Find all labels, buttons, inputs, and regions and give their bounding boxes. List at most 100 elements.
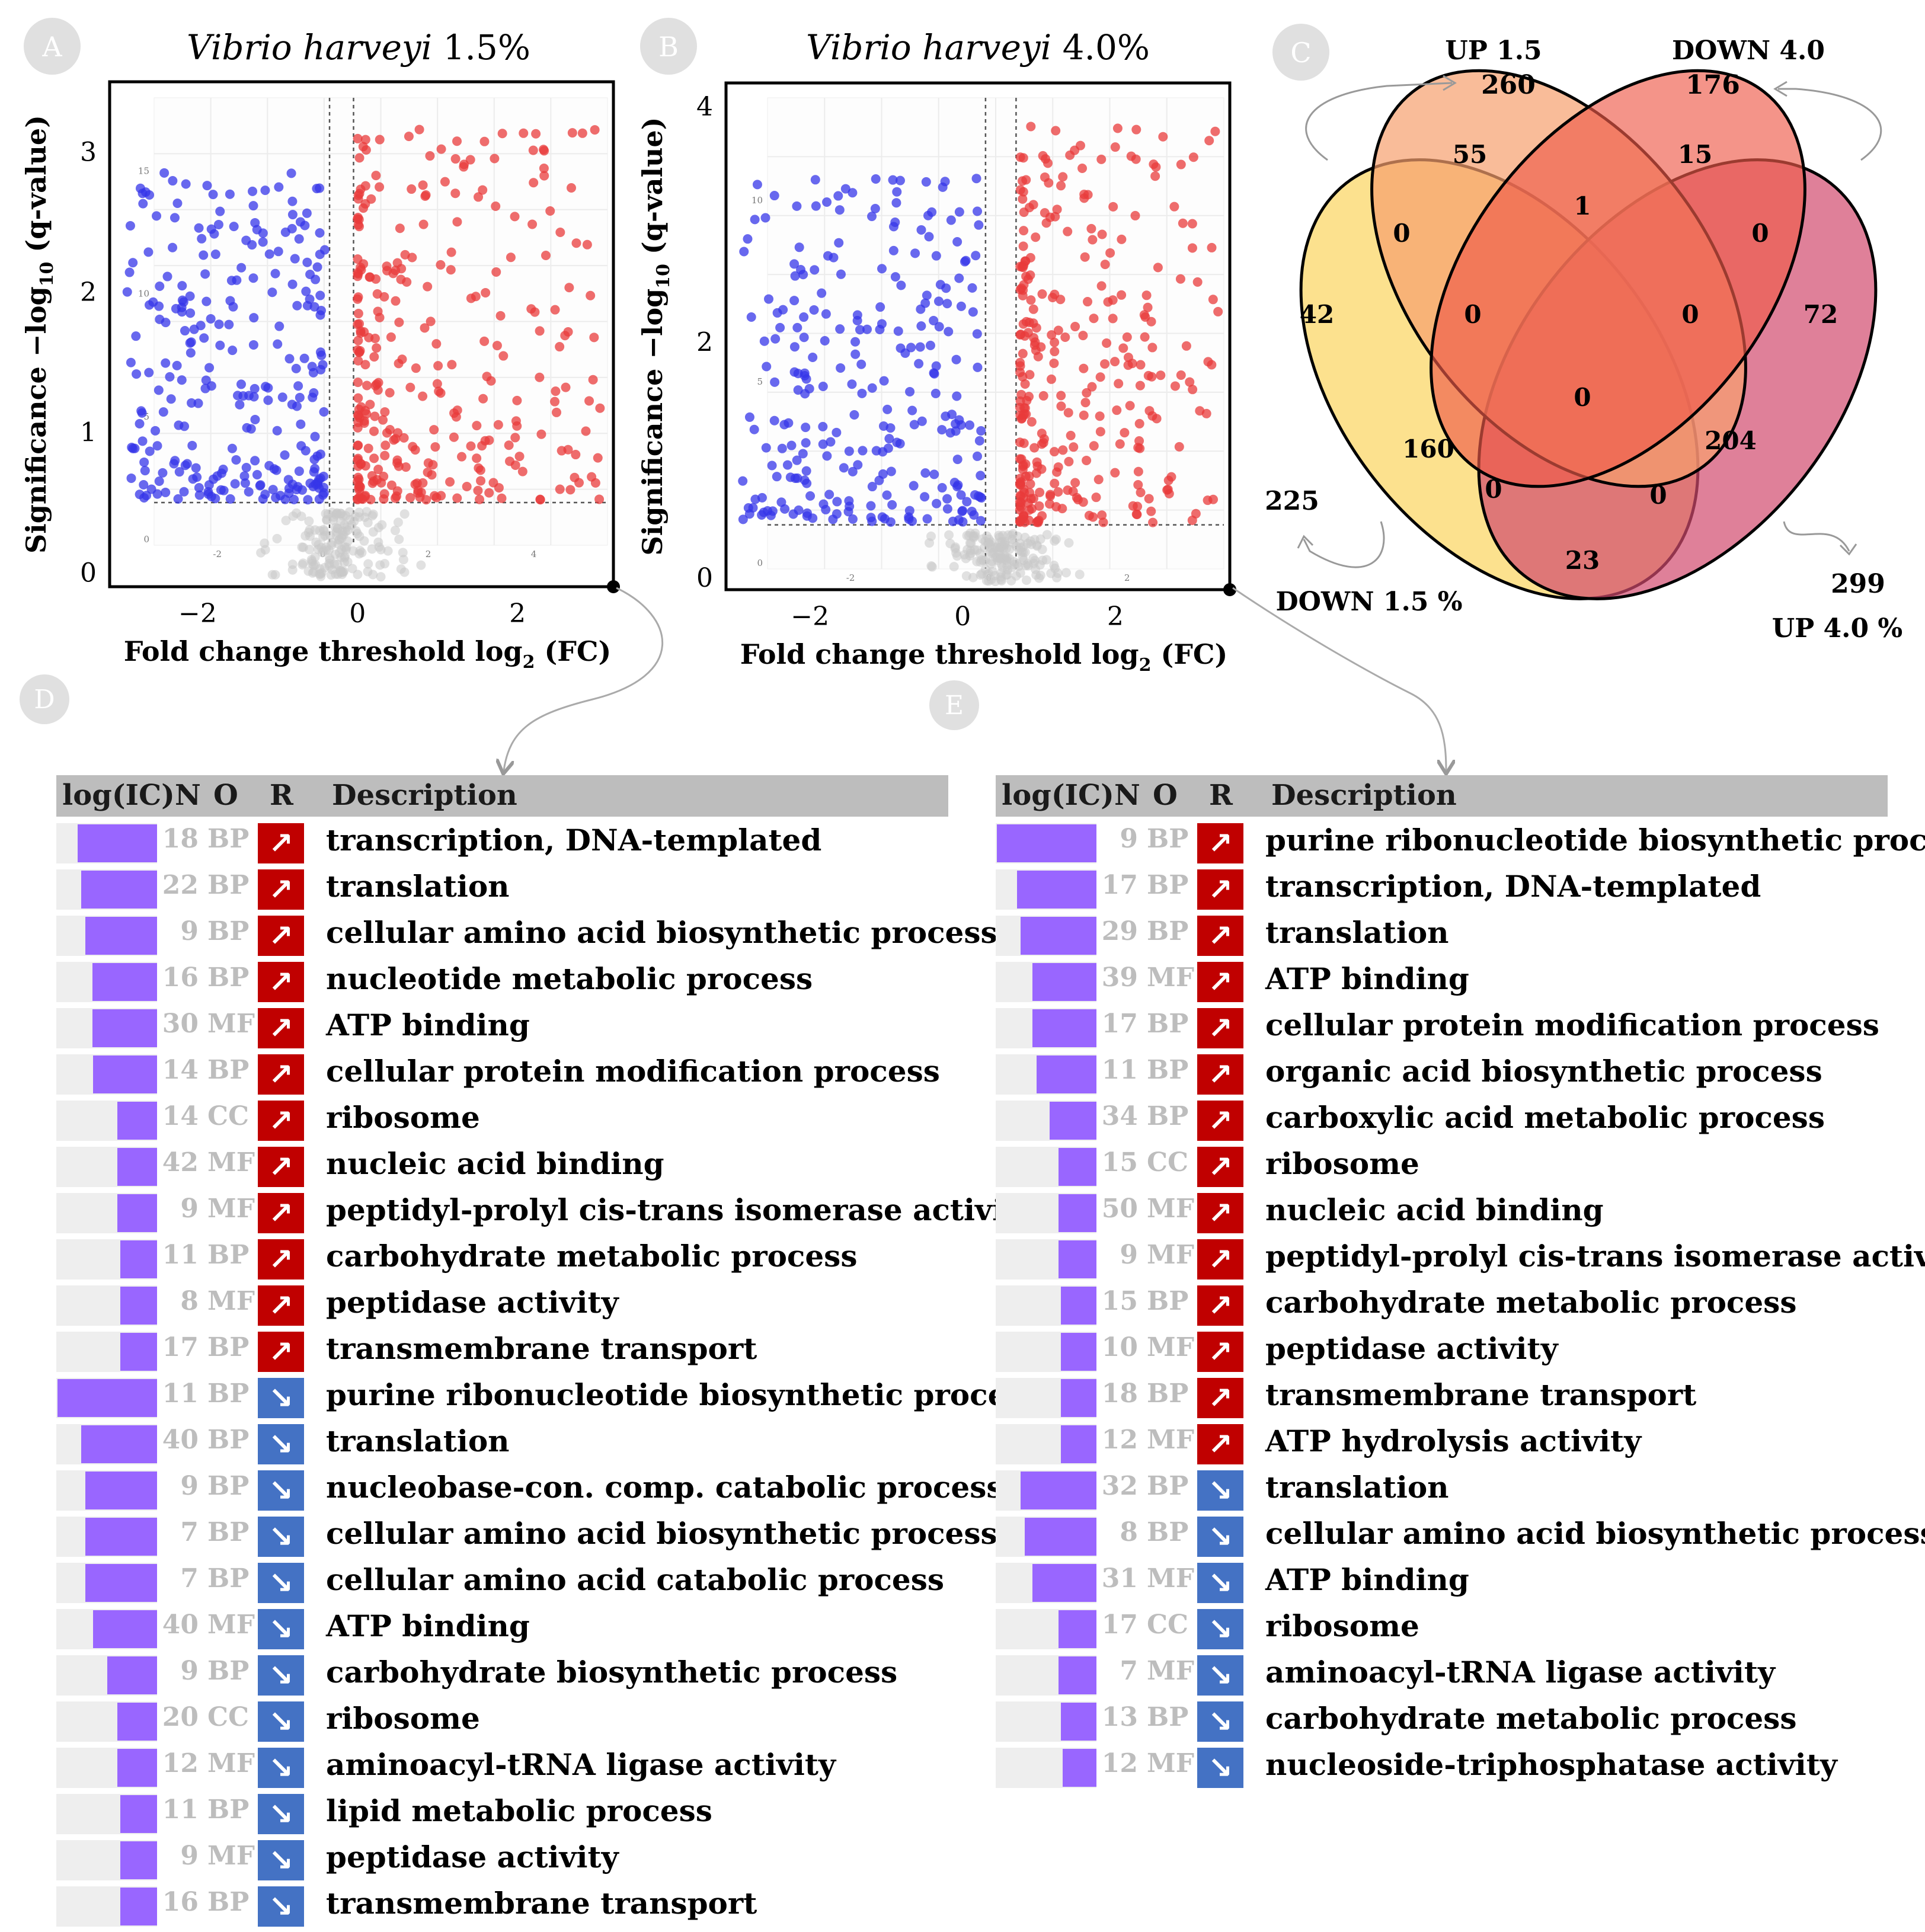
ontology: BP: [1147, 1517, 1189, 1547]
log-ic-bar: [78, 824, 157, 862]
inner-x-tick-label: -2: [213, 549, 222, 559]
up-regulated-icon: ↗: [1197, 1054, 1243, 1095]
ontology: BP: [207, 1887, 250, 1917]
point-up-regulated: [1058, 172, 1068, 182]
point-up-regulated: [1068, 487, 1078, 497]
point-up-regulated: [1135, 380, 1145, 391]
point-down-regulated: [917, 416, 927, 426]
point-up-regulated: [370, 411, 380, 421]
point-down-regulated: [915, 342, 925, 352]
point-down-regulated: [922, 514, 932, 524]
point-down-regulated: [956, 301, 966, 311]
ontology: BP: [207, 1656, 250, 1686]
title-condition: 1.5%: [432, 27, 530, 68]
point-down-regulated: [801, 438, 811, 448]
point-down-regulated: [808, 352, 818, 362]
go-term-description: translation: [326, 1424, 510, 1458]
point-down-regulated: [199, 250, 209, 260]
point-not-significant: [300, 531, 311, 541]
set-label-down-4-0: DOWN 4.0: [1672, 36, 1825, 66]
point-up-regulated: [567, 128, 577, 138]
point-up-regulated: [459, 162, 469, 172]
point-up-regulated: [1028, 304, 1038, 314]
point-not-significant: [354, 549, 364, 559]
connector-b-to-e: [1232, 587, 1446, 770]
point-up-regulated: [1021, 316, 1031, 327]
point-down-regulated: [882, 490, 892, 500]
point-down-regulated: [300, 446, 311, 456]
point-up-regulated: [427, 470, 437, 480]
point-down-regulated: [132, 369, 142, 379]
table-row: 40 BP ↘ translation: [56, 1422, 948, 1466]
panel-badge: [640, 18, 697, 75]
point-up-regulated: [1095, 411, 1105, 421]
point-not-significant: [352, 529, 362, 539]
point-down-regulated: [822, 197, 832, 207]
panel-badge-letter: B: [658, 31, 679, 63]
point-down-regulated: [844, 446, 854, 456]
point-down-regulated: [227, 443, 237, 453]
point-up-regulated: [452, 493, 462, 503]
point-up-regulated: [1026, 121, 1036, 132]
log-ic-bar: [1063, 1749, 1096, 1787]
down-regulated-icon: ↘: [258, 1886, 304, 1927]
point-up-regulated: [395, 223, 405, 233]
point-up-regulated: [366, 494, 376, 504]
down-regulated-icon: ↘: [258, 1655, 304, 1696]
point-down-regulated: [258, 494, 268, 504]
down-regulated-icon: ↘: [1197, 1748, 1243, 1788]
point-up-regulated: [418, 180, 428, 190]
gene-count: 9: [180, 1471, 199, 1501]
ontology: MF: [1147, 1748, 1194, 1779]
table-row: 18 BP ↗ transmembrane transport: [996, 1376, 1888, 1420]
point-down-regulated: [206, 314, 216, 324]
point-up-regulated: [385, 388, 395, 398]
point-up-regulated: [1082, 388, 1092, 398]
point-down-regulated: [187, 440, 197, 450]
point-up-regulated: [1118, 343, 1128, 353]
x-axis-label-part: 2: [523, 652, 535, 673]
point-up-regulated: [1019, 280, 1029, 290]
gene-count: 9: [1120, 824, 1138, 854]
point-up-regulated: [1018, 290, 1028, 300]
log-ic-bar: [1025, 1518, 1096, 1556]
point-down-regulated: [867, 482, 877, 492]
point-up-regulated: [353, 393, 363, 403]
point-down-regulated: [244, 391, 254, 401]
point-down-regulated: [818, 421, 828, 431]
point-down-regulated: [826, 437, 836, 447]
point-down-regulated: [299, 353, 309, 363]
up-regulated-icon: ↗: [258, 1101, 304, 1141]
log-ic-bar: [117, 1194, 157, 1232]
point-up-regulated: [1176, 159, 1186, 169]
col-description: Description: [1271, 779, 1457, 812]
point-not-significant: [363, 567, 373, 577]
point-up-regulated: [354, 492, 364, 502]
point-down-regulated: [952, 482, 962, 492]
table-row: 15 CC ↗ ribosome: [996, 1145, 1888, 1189]
table-row: 17 BP ↗ transmembrane transport: [56, 1330, 948, 1374]
go-term-description: carbohydrate metabolic process: [326, 1239, 858, 1274]
point-up-regulated: [1070, 322, 1080, 332]
point-down-regulated: [931, 251, 941, 261]
point-up-regulated: [353, 194, 363, 204]
x-axis-label-part: Fold change threshold log: [124, 635, 523, 667]
venn-region-count: 160: [1402, 434, 1454, 463]
point-down-regulated: [907, 405, 917, 415]
table-row: 11 BP ↗ organic acid biosynthetic process: [996, 1053, 1888, 1096]
point-down-regulated: [764, 294, 774, 304]
point-up-regulated: [555, 484, 565, 494]
point-down-regulated: [250, 383, 260, 394]
point-not-significant: [1021, 561, 1031, 571]
point-down-regulated: [291, 363, 301, 373]
point-not-significant: [1006, 575, 1016, 586]
point-up-regulated: [362, 380, 372, 391]
point-up-regulated: [1095, 372, 1105, 382]
point-down-regulated: [930, 388, 941, 398]
up-regulated-icon: ↗: [258, 1008, 304, 1048]
gene-count: 31: [1101, 1563, 1138, 1594]
point-up-regulated: [420, 323, 430, 333]
point-down-regulated: [738, 476, 748, 486]
connector-a-to-d: [504, 587, 663, 770]
point-down-regulated: [194, 223, 204, 233]
